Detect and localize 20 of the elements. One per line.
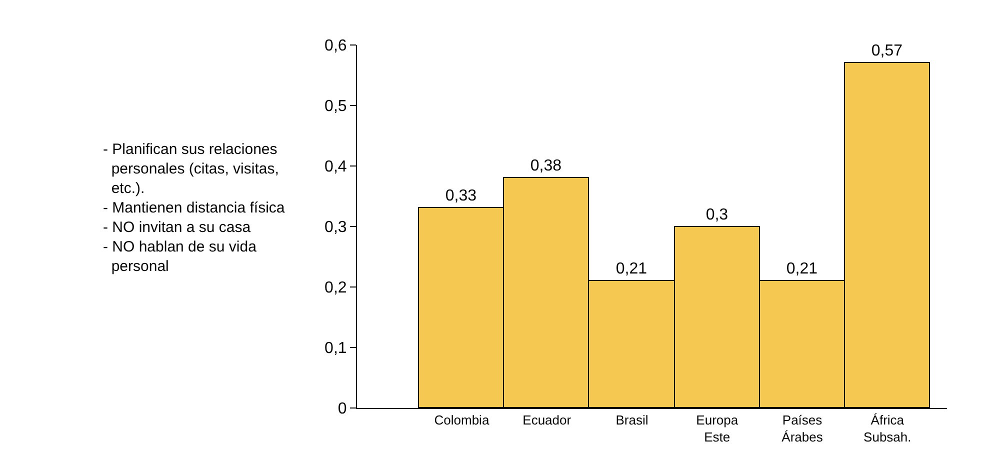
y-tick-label: 0,1	[324, 340, 347, 358]
y-tick-label: 0,2	[324, 280, 347, 297]
text: - Planifican sus relaciones personales (citas, visitas, etc.). - Mantienen distancia física - NO invitan a su casa - NO hablan de su vida personal	[103, 141, 286, 275]
x-tick-label: Países Árabes	[782, 412, 824, 444]
y-tick-label: 0	[338, 400, 347, 418]
x-tick-label: Brasil	[616, 412, 648, 428]
y-tick-label: 0,5	[324, 98, 347, 116]
data-label: 0,21	[786, 260, 818, 278]
y-tick-label: 0,3	[324, 219, 347, 236]
y-tick-label: 0,6	[324, 38, 347, 55]
data-label: 0,38	[530, 158, 562, 174]
x-tick-label: África Subsah.	[864, 412, 912, 444]
data-label: 0,33	[445, 188, 477, 204]
x-tick-label: Colombia	[434, 412, 490, 428]
x-tick-label: Europa Este	[696, 412, 739, 444]
y-tick-label: 0,4	[324, 158, 347, 176]
data-label: 0,3	[706, 206, 728, 224]
data-label: 0,57	[871, 42, 903, 60]
x-tick-label: Ecuador	[522, 412, 572, 428]
data-label: 0,21	[616, 260, 648, 278]
